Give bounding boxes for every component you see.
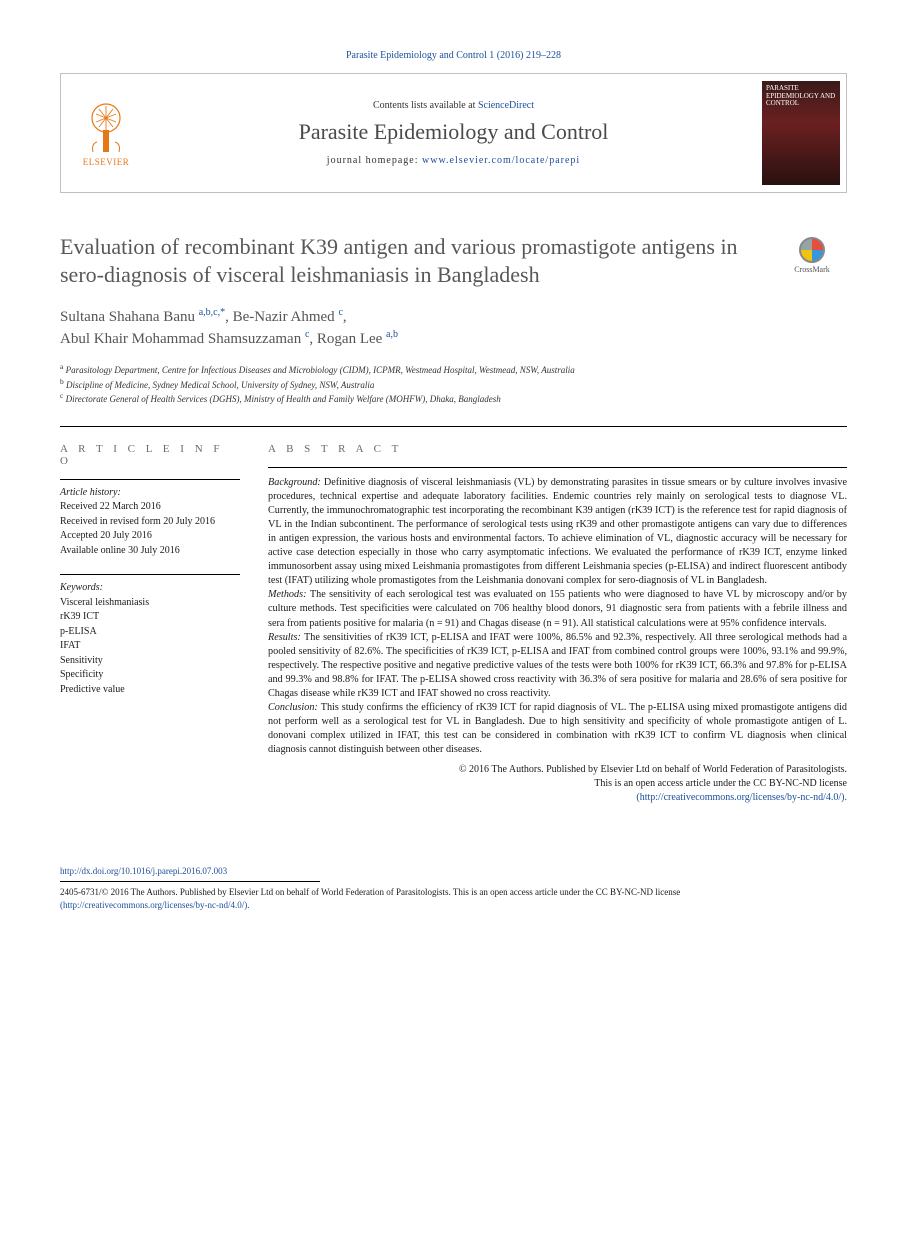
abstract-heading: A B S T R A C T xyxy=(268,443,847,455)
history-line: Received in revised form 20 July 2016 xyxy=(60,515,240,530)
abstract-section: Background: Definitive diagnosis of visc… xyxy=(268,476,847,589)
abstract-section: Results: The sensitivities of rK39 ICT, … xyxy=(268,631,847,701)
crossmark-icon xyxy=(799,237,825,263)
history-line: Accepted 20 July 2016 xyxy=(60,529,240,544)
keyword: p-ELISA xyxy=(60,625,240,640)
publisher-name: ELSEVIER xyxy=(83,157,130,167)
page-footer: http://dx.doi.org/10.1016/j.parepi.2016.… xyxy=(60,865,847,911)
footer-divider xyxy=(60,881,320,882)
contents-prefix: Contents lists available at xyxy=(373,100,478,111)
copyright-line2: This is an open access article under the… xyxy=(268,777,847,791)
affiliations: a Parasitology Department, Centre for In… xyxy=(60,362,847,406)
divider xyxy=(60,426,847,427)
journal-homepage: journal homepage: www.elsevier.com/locat… xyxy=(327,155,580,166)
affiliation-line: a Parasitology Department, Centre for In… xyxy=(60,362,847,377)
article-info-heading: A R T I C L E I N F O xyxy=(60,443,240,467)
copyright-line1: © 2016 The Authors. Published by Elsevie… xyxy=(268,763,847,777)
keyword: Sensitivity xyxy=(60,654,240,669)
keyword: IFAT xyxy=(60,639,240,654)
keywords-label: Keywords: xyxy=(60,581,240,596)
article-history: Article history: Received 22 March 2016R… xyxy=(60,479,240,559)
history-line: Available online 30 July 2016 xyxy=(60,544,240,559)
abstract-section: Methods: The sensitivity of each serolog… xyxy=(268,588,847,630)
authors: Sultana Shahana Banu a,b,c,*, Be-Nazir A… xyxy=(60,306,847,350)
contents-available: Contents lists available at ScienceDirec… xyxy=(373,100,534,111)
journal-name: Parasite Epidemiology and Control xyxy=(299,119,609,145)
affiliation-line: c Directorate General of Health Services… xyxy=(60,391,847,406)
history-label: Article history: xyxy=(60,486,240,501)
keyword: Visceral leishmaniasis xyxy=(60,596,240,611)
abstract-body: Background: Definitive diagnosis of visc… xyxy=(268,467,847,758)
elsevier-tree-icon xyxy=(81,100,131,155)
sciencedirect-link[interactable]: ScienceDirect xyxy=(478,100,534,111)
homepage-prefix: journal homepage: xyxy=(327,155,422,166)
article-info-column: A R T I C L E I N F O Article history: R… xyxy=(60,443,240,806)
abstract-section: Conclusion: This study confirms the effi… xyxy=(268,701,847,757)
keyword: Specificity xyxy=(60,668,240,683)
crossmark-badge[interactable]: CrossMark xyxy=(777,237,847,274)
journal-cover[interactable]: PARASITE EPIDEMIOLOGY AND CONTROL xyxy=(756,74,846,192)
footer-issn: 2405-6731/© 2016 The Authors. Published … xyxy=(60,887,680,897)
keywords-block: Keywords: Visceral leishmaniasisrK39 ICT… xyxy=(60,574,240,697)
journal-header: ELSEVIER Contents lists available at Sci… xyxy=(60,73,847,193)
publisher-logo[interactable]: ELSEVIER xyxy=(61,74,151,192)
top-citation[interactable]: Parasite Epidemiology and Control 1 (201… xyxy=(60,50,847,61)
affiliation-line: b Discipline of Medicine, Sydney Medical… xyxy=(60,377,847,392)
header-center: Contents lists available at ScienceDirec… xyxy=(151,74,756,192)
cover-thumbnail: PARASITE EPIDEMIOLOGY AND CONTROL xyxy=(762,81,840,185)
abstract-column: A B S T R A C T Background: Definitive d… xyxy=(268,443,847,806)
doi-link[interactable]: http://dx.doi.org/10.1016/j.parepi.2016.… xyxy=(60,866,227,876)
footer-license-link[interactable]: (http://creativecommons.org/licenses/by-… xyxy=(60,900,250,910)
license-link[interactable]: (http://creativecommons.org/licenses/by-… xyxy=(636,792,847,803)
cover-title: PARASITE EPIDEMIOLOGY AND CONTROL xyxy=(766,85,836,108)
crossmark-label: CrossMark xyxy=(794,265,830,274)
keyword: Predictive value xyxy=(60,683,240,698)
homepage-link[interactable]: www.elsevier.com/locate/parepi xyxy=(422,155,580,166)
keyword: rK39 ICT xyxy=(60,610,240,625)
history-line: Received 22 March 2016 xyxy=(60,500,240,515)
article-title: Evaluation of recombinant K39 antigen an… xyxy=(60,233,757,288)
copyright-block: © 2016 The Authors. Published by Elsevie… xyxy=(268,763,847,805)
